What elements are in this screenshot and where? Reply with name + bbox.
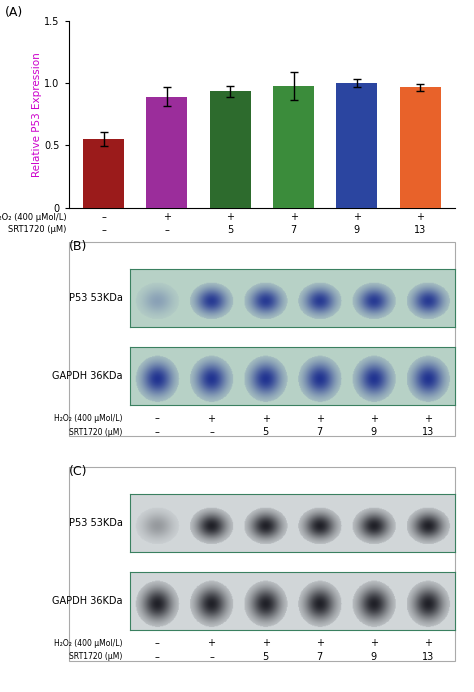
Text: 5: 5 [263, 652, 269, 662]
Bar [146, 97, 188, 208]
Text: H₂O₂ (400 μMol/L): H₂O₂ (400 μMol/L) [54, 414, 123, 423]
Text: 9: 9 [354, 225, 360, 235]
Text: +: + [262, 639, 270, 648]
Text: +: + [316, 639, 324, 648]
Text: –: – [101, 225, 106, 235]
Text: +: + [262, 414, 270, 424]
Text: 13: 13 [414, 225, 426, 235]
Text: 5: 5 [227, 225, 233, 235]
Text: P53 53KDa: P53 53KDa [69, 293, 123, 303]
Text: –: – [101, 212, 106, 222]
Text: 7: 7 [317, 427, 323, 437]
Text: +: + [208, 414, 216, 424]
Bar [210, 91, 251, 208]
Text: +: + [370, 639, 378, 648]
Text: +: + [424, 414, 432, 424]
Text: (C): (C) [69, 465, 87, 478]
Text: P53 53KDa: P53 53KDa [69, 518, 123, 528]
Text: 5: 5 [263, 427, 269, 437]
Text: –: – [164, 225, 169, 235]
Bar [400, 87, 441, 208]
Text: –: – [209, 427, 214, 437]
Text: –: – [155, 652, 160, 662]
Text: GAPDH 36KDa: GAPDH 36KDa [52, 596, 123, 606]
Text: 13: 13 [422, 652, 434, 662]
Text: H₂O₂ (400 μMol/L): H₂O₂ (400 μMol/L) [54, 639, 123, 648]
Text: 9: 9 [371, 652, 377, 662]
Text: +: + [290, 212, 298, 222]
Text: –: – [155, 427, 160, 437]
Text: +: + [424, 639, 432, 648]
Text: GAPDH 36KDa: GAPDH 36KDa [52, 371, 123, 381]
Bar [273, 86, 314, 208]
Bar [336, 83, 377, 208]
Text: (B): (B) [69, 240, 87, 253]
Text: +: + [316, 414, 324, 424]
Text: (A): (A) [5, 6, 23, 19]
Text: SRT1720 (μM): SRT1720 (μM) [8, 225, 66, 235]
Text: –: – [155, 414, 160, 424]
Text: 13: 13 [422, 427, 434, 437]
Text: +: + [226, 212, 234, 222]
Text: 9: 9 [371, 427, 377, 437]
Text: SRT1720 (μM): SRT1720 (μM) [69, 653, 123, 662]
Text: +: + [416, 212, 424, 222]
Text: +: + [208, 639, 216, 648]
Text: +: + [163, 212, 171, 222]
Text: +: + [370, 414, 378, 424]
Text: +: + [353, 212, 361, 222]
Text: –: – [209, 652, 214, 662]
Text: SRT1720 (μM): SRT1720 (μM) [69, 428, 123, 437]
Bar [83, 139, 124, 208]
Text: 7: 7 [317, 652, 323, 662]
Y-axis label: Relative P53 Expression: Relative P53 Expression [32, 52, 42, 176]
Text: 7: 7 [291, 225, 297, 235]
Text: H₂O₂ (400 μMol/L): H₂O₂ (400 μMol/L) [0, 212, 66, 222]
Text: –: – [155, 639, 160, 648]
